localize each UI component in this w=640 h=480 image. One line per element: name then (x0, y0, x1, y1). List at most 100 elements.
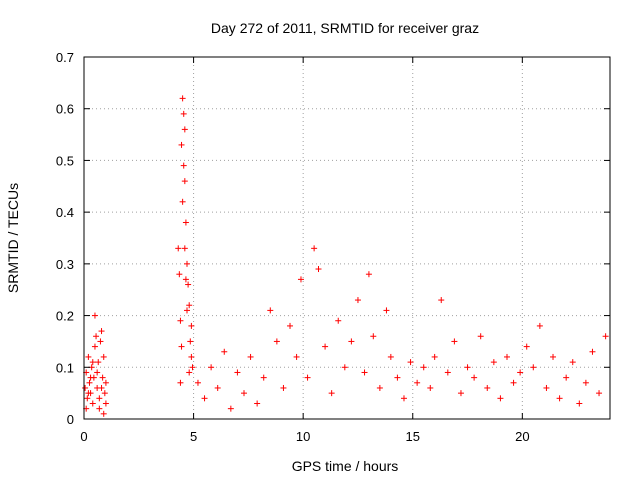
data-point (87, 374, 94, 381)
data-point (98, 328, 105, 335)
data-point (184, 260, 191, 267)
data-point (100, 353, 107, 360)
data-point (86, 379, 93, 386)
data-point (184, 307, 191, 314)
data-point (208, 364, 215, 371)
data-point (100, 410, 107, 417)
data-point (341, 364, 348, 371)
data-point (365, 271, 372, 278)
data-point (273, 338, 280, 345)
data-point (361, 369, 368, 376)
data-point (181, 126, 188, 133)
data-point (179, 95, 186, 102)
y-tick-label: 0.4 (56, 205, 74, 220)
data-point (94, 369, 101, 376)
data-point (102, 379, 109, 386)
data-point (96, 395, 103, 402)
data-point (457, 390, 464, 397)
data-point (394, 374, 401, 381)
data-point (194, 379, 201, 386)
data-point (89, 400, 96, 407)
data-point (596, 390, 603, 397)
x-tick-label: 10 (296, 429, 310, 444)
data-point (503, 353, 510, 360)
data-point (214, 384, 221, 391)
data-points (82, 95, 609, 417)
data-point (201, 395, 208, 402)
data-point (178, 141, 185, 148)
data-point (569, 359, 576, 366)
data-point (348, 338, 355, 345)
data-point (176, 271, 183, 278)
data-point (99, 374, 106, 381)
data-point (180, 162, 187, 169)
data-point (177, 317, 184, 324)
data-point (186, 302, 193, 309)
data-point (400, 395, 407, 402)
data-point (188, 322, 195, 329)
data-point (517, 369, 524, 376)
data-point (175, 245, 182, 252)
data-point (297, 276, 304, 283)
data-point (89, 359, 96, 366)
data-point (414, 379, 421, 386)
data-point (602, 333, 609, 340)
data-point (293, 353, 300, 360)
data-point (451, 338, 458, 345)
data-point (563, 374, 570, 381)
y-tick-label: 0.2 (56, 309, 74, 324)
data-point (96, 405, 103, 412)
x-tick-label: 0 (80, 429, 87, 444)
data-point (420, 364, 427, 371)
data-point (185, 281, 192, 288)
x-axis-label: GPS time / hours (292, 458, 399, 474)
data-point (431, 353, 438, 360)
data-point (180, 110, 187, 117)
data-point (530, 364, 537, 371)
data-point (101, 390, 108, 397)
x-tick-label: 5 (190, 429, 197, 444)
data-point (376, 384, 383, 391)
data-point (221, 348, 228, 355)
data-point (304, 374, 311, 381)
data-point (497, 395, 504, 402)
data-point (582, 379, 589, 386)
data-point (181, 245, 188, 252)
data-point (550, 353, 557, 360)
data-point (240, 390, 247, 397)
data-point (102, 400, 109, 407)
data-point (182, 219, 189, 226)
data-point (315, 266, 322, 273)
data-point (187, 338, 194, 345)
data-point (576, 400, 583, 407)
data-point (438, 297, 445, 304)
data-point (287, 322, 294, 329)
data-point (267, 307, 274, 314)
data-point (523, 343, 530, 350)
data-point (543, 384, 550, 391)
data-point (177, 379, 184, 386)
y-tick-label: 0.3 (56, 257, 74, 272)
data-point (556, 395, 563, 402)
data-point (427, 384, 434, 391)
data-point (91, 343, 98, 350)
data-point (82, 384, 89, 391)
data-point (85, 390, 92, 397)
data-point (189, 364, 196, 371)
y-tick-label: 0.7 (56, 50, 74, 65)
y-tick-label: 0.5 (56, 153, 74, 168)
data-point (91, 312, 98, 319)
data-point (354, 297, 361, 304)
data-point (510, 379, 517, 386)
data-point (247, 353, 254, 360)
x-tick-label: 20 (515, 429, 529, 444)
x-tick-label: 15 (406, 429, 420, 444)
y-tick-label: 0 (67, 412, 74, 427)
data-point (85, 353, 92, 360)
data-point (227, 405, 234, 412)
data-point (484, 384, 491, 391)
plot-area-frame (83, 56, 611, 420)
data-point (181, 178, 188, 185)
data-point (234, 369, 241, 376)
